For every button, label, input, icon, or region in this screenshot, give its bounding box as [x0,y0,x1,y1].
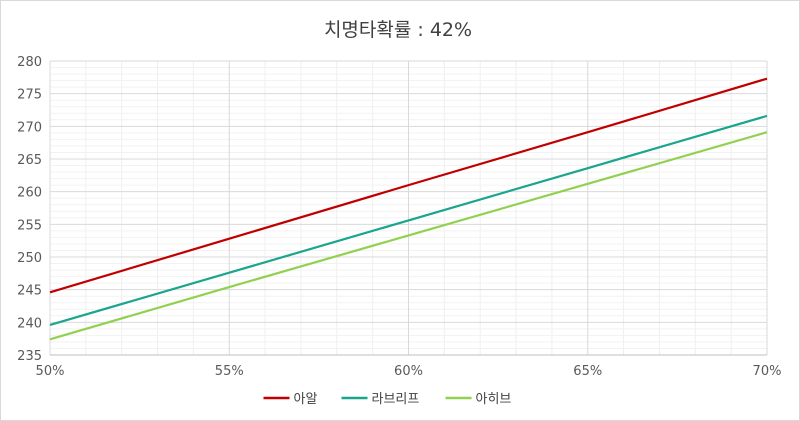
grid [49,60,768,356]
y-tick-label: 240 [17,316,42,331]
legend: 아알 라브리프 아히브 [263,392,512,407]
y-tick-label: 270 [17,120,42,135]
series-line-아알 [49,77,768,294]
x-tick-label: 60% [394,364,423,379]
x-tick-label: 65% [573,364,602,379]
chart-title: 치명타확률 : 42% [324,19,472,41]
x-tick-label: 70% [753,364,782,379]
legend-label: 아히브 [476,392,512,407]
y-tick-label: 255 [17,218,42,233]
axes: 235 240 245 250 255 260 265 270 275 280 50% 55% 60% 6… [17,55,781,379]
y-tick-label: 260 [17,186,42,201]
legend-label: 라브리프 [372,392,420,407]
y-tick-label: 245 [17,284,42,299]
series-line-아히브 [49,131,768,341]
series-lines [49,77,768,341]
x-tick-label: 50% [36,364,65,379]
y-tick-label: 235 [17,349,42,364]
x-tick-label: 55% [215,364,244,379]
y-tick-label: 265 [17,153,42,168]
series-line-라브리프 [49,114,768,327]
y-tick-label: 280 [17,55,42,70]
y-tick-label: 250 [17,251,42,266]
y-tick-label: 275 [17,88,42,103]
legend-label: 아알 [294,392,318,407]
